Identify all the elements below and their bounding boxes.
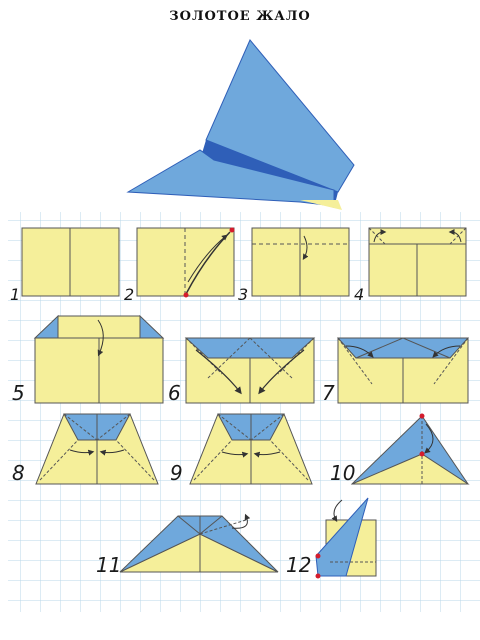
step-11-diagram [119, 513, 279, 573]
step-number-11: 11 [96, 553, 121, 577]
step-number-1: 1 [10, 285, 20, 304]
step-number-3: 3 [238, 285, 248, 304]
step-6-diagram [184, 337, 316, 404]
step-8-diagram [35, 413, 159, 485]
step-3-diagram [251, 227, 350, 297]
step-9-diagram [189, 413, 313, 485]
step-number-12: 12 [286, 553, 311, 577]
step-number-4: 4 [354, 285, 364, 304]
step-number-6: 6 [168, 381, 181, 405]
finished-plane-illustration [126, 39, 355, 210]
step-7-diagram [336, 337, 470, 404]
step-number-2: 2 [124, 285, 134, 304]
step-number-5: 5 [12, 381, 25, 405]
step-10-diagram [350, 413, 470, 485]
step-number-10: 10 [330, 461, 355, 485]
step-number-9: 9 [170, 461, 183, 485]
step-12-diagram [315, 497, 377, 579]
step-2-diagram [136, 227, 235, 298]
step-number-7: 7 [322, 381, 335, 405]
step-number-8: 8 [12, 461, 25, 485]
step-5-diagram [33, 314, 165, 404]
step-1-diagram [21, 227, 120, 297]
step-4-diagram [368, 227, 467, 297]
page-title: ЗОЛОТОЕ ЖАЛО [169, 9, 311, 24]
